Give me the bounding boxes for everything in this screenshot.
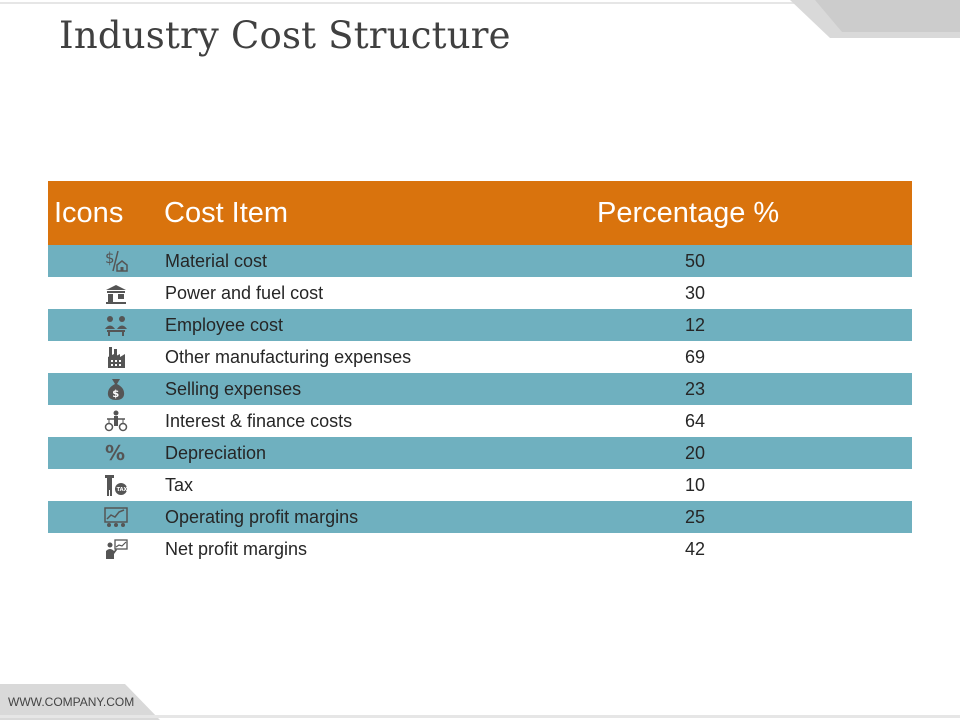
cost-item-label: Selling expenses bbox=[165, 379, 302, 399]
cost-percentage: 23 bbox=[685, 379, 706, 399]
table-row: Power and fuel cost 30 bbox=[48, 277, 912, 309]
table-row: Interest & finance costs 64 bbox=[48, 405, 912, 437]
table-header: Icons Cost Item Percentage % bbox=[48, 181, 912, 245]
percent-icon: % bbox=[104, 441, 128, 465]
svg-text:$: $ bbox=[105, 249, 115, 267]
cost-item-label: Employee cost bbox=[165, 315, 284, 335]
header-icons: Icons bbox=[54, 197, 124, 229]
cost-item-label: Net profit margins bbox=[165, 539, 308, 559]
table-row: $ Material cost 50 bbox=[48, 245, 912, 277]
presenter-chart-icon bbox=[104, 537, 128, 561]
table-row: Other manufacturing expenses 69 bbox=[48, 341, 912, 373]
cost-percentage: 69 bbox=[685, 347, 706, 367]
cost-item-label: Other manufacturing expenses bbox=[165, 347, 412, 367]
table-row: % Depreciation 20 bbox=[48, 437, 912, 469]
profit-chart-icon bbox=[104, 505, 128, 529]
svg-text:TAX: TAX bbox=[117, 487, 128, 493]
bottom-left-corner-shape bbox=[0, 684, 160, 720]
cost-item-label: Material cost bbox=[165, 251, 268, 271]
dollar-house-icon: $ bbox=[104, 249, 128, 273]
cost-item-label: Depreciation bbox=[165, 443, 267, 463]
header-percentage: Percentage % bbox=[597, 197, 780, 229]
top-right-corner-shape bbox=[790, 0, 960, 38]
cost-percentage: 10 bbox=[685, 475, 706, 495]
top-divider bbox=[0, 2, 960, 4]
balance-scale-person-icon bbox=[104, 409, 128, 433]
cost-percentage: 50 bbox=[685, 251, 706, 271]
footer-url: WWW.COMPANY.COM bbox=[8, 695, 135, 709]
header-cost-item: Cost Item bbox=[164, 197, 289, 229]
cost-percentage: 25 bbox=[685, 507, 706, 527]
factory-icon bbox=[104, 345, 128, 369]
table-row: TAX Tax 10 bbox=[48, 469, 912, 501]
table-row: Net profit margins 42 bbox=[48, 533, 912, 565]
cost-percentage: 30 bbox=[685, 283, 706, 303]
cost-percentage: 12 bbox=[685, 315, 706, 335]
tax-person-icon: TAX bbox=[104, 473, 128, 497]
page-title: Industry Cost Structure bbox=[59, 14, 511, 57]
cost-item-label: Power and fuel cost bbox=[165, 283, 324, 303]
table-row: $ Selling expenses 23 bbox=[48, 373, 912, 405]
svg-text:$: $ bbox=[112, 389, 119, 400]
cost-item-label: Operating profit margins bbox=[165, 507, 359, 527]
svg-text:%: % bbox=[105, 441, 125, 465]
cost-item-label: Interest & finance costs bbox=[165, 411, 353, 431]
table-row: Operating profit margins 25 bbox=[48, 501, 912, 533]
cost-item-label: Tax bbox=[165, 475, 194, 495]
fuel-station-icon bbox=[104, 281, 128, 305]
employees-desk-icon bbox=[104, 313, 128, 337]
table-row: Employee cost 12 bbox=[48, 309, 912, 341]
money-bag-icon: $ bbox=[104, 377, 128, 401]
cost-percentage: 20 bbox=[685, 443, 706, 463]
cost-percentage: 64 bbox=[685, 411, 706, 431]
bottom-divider bbox=[0, 715, 960, 718]
cost-percentage: 42 bbox=[685, 539, 706, 559]
cost-table: Icons Cost Item Percentage % $ Material … bbox=[48, 181, 912, 565]
